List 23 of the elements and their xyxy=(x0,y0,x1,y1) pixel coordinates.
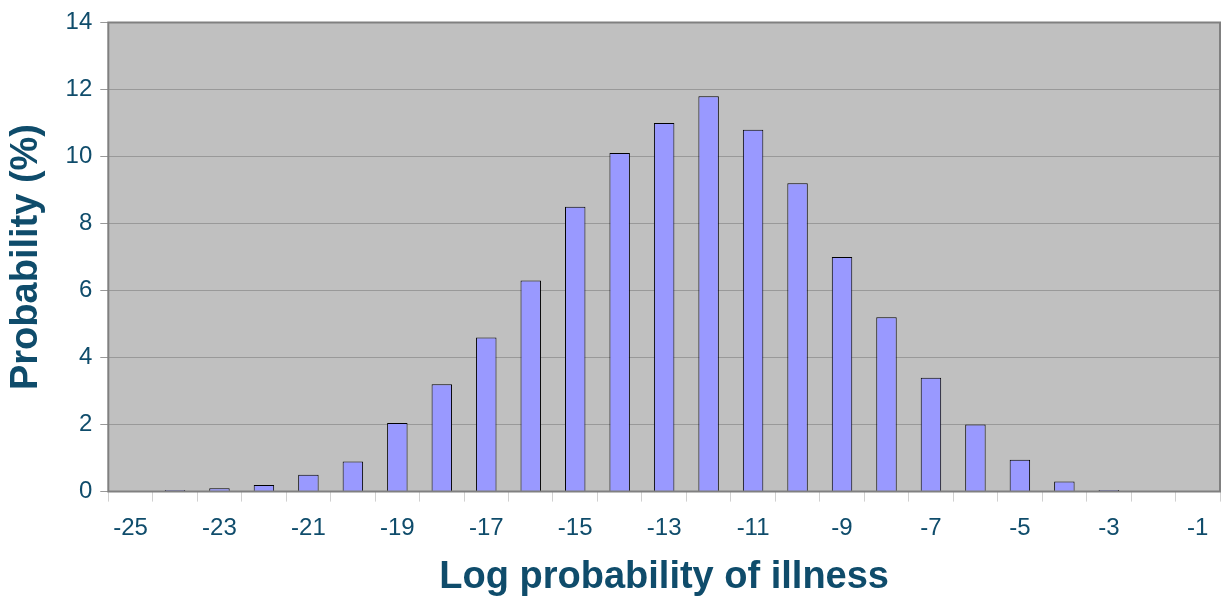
y-tick-label: 8 xyxy=(78,208,93,236)
x-tick-label: -25 xyxy=(113,512,148,540)
x-tick-label: -23 xyxy=(202,512,237,540)
y-axis-title: Probability (%) xyxy=(3,123,46,391)
y-tick-label: 0 xyxy=(78,476,93,504)
x-tick-label: -17 xyxy=(468,512,504,540)
y-tick-label: 6 xyxy=(78,275,93,303)
x-tick-label: -5 xyxy=(1009,512,1031,540)
x-tick-label: -7 xyxy=(920,512,942,540)
x-tick-label: -1 xyxy=(1187,512,1209,540)
y-tick-label: 14 xyxy=(65,7,93,35)
x-axis-title: Log probability of illness xyxy=(439,553,889,596)
y-tick-label: 2 xyxy=(78,409,93,437)
x-tick-label: -21 xyxy=(291,512,326,540)
x-tick-label: -9 xyxy=(831,512,853,540)
x-tick-label: -15 xyxy=(557,512,593,540)
x-tick-label: -13 xyxy=(646,512,682,540)
y-tick-label: 10 xyxy=(65,141,93,169)
y-tick-label: 12 xyxy=(65,74,93,102)
y-tick-label: 4 xyxy=(78,342,93,370)
x-tick-label: -3 xyxy=(1098,512,1120,540)
x-tick-label: -11 xyxy=(736,512,770,540)
x-tick-label: -19 xyxy=(379,512,415,540)
